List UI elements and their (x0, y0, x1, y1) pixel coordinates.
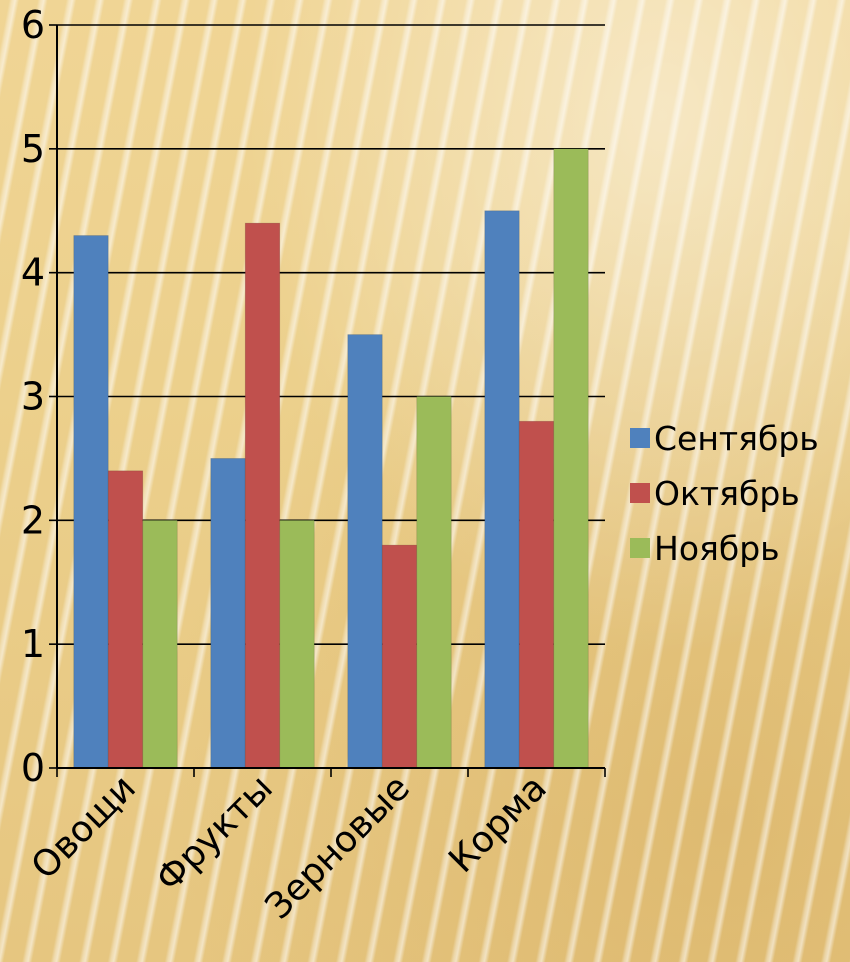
bar-Сентябрь-Фрукты (210, 458, 246, 769)
y-tick-label: 5 (21, 127, 45, 171)
bar-Ноябрь-Фрукты (279, 519, 315, 769)
y-tick-label: 6 (21, 3, 45, 47)
legend-swatch (630, 483, 650, 503)
legend-swatch (630, 538, 650, 558)
bars (73, 148, 589, 769)
legend: Сентябрь Октябрь Ноябрь (630, 419, 819, 568)
y-tick-label: 4 (21, 251, 45, 295)
y-tick-label: 3 (21, 375, 45, 419)
bar-Октябрь-Овощи (107, 470, 144, 769)
y-tick-labels: 0 1 2 3 4 5 6 (21, 3, 45, 790)
bar-Ноябрь-Овощи (142, 519, 178, 769)
bar-Сентябрь-Овощи (73, 235, 109, 769)
category-label: Зерновые (258, 767, 418, 927)
legend-swatch (630, 428, 650, 448)
y-tick-label: 0 (21, 746, 45, 790)
axes (49, 24, 606, 777)
bar-Сентябрь-Зерновые (347, 334, 383, 769)
bar-Октябрь-Корма (518, 420, 555, 769)
legend-label: Сентябрь (654, 419, 819, 458)
bar-Сентябрь-Корма (484, 210, 520, 769)
legend-label: Октябрь (654, 474, 800, 513)
bar-Ноябрь-Корма (553, 148, 589, 769)
y-tick-label: 2 (21, 498, 45, 542)
category-label: Фрукты (148, 767, 280, 899)
bar-Октябрь-Зерновые (381, 544, 418, 769)
category-label: Корма (441, 767, 555, 881)
y-tick-label: 1 (21, 622, 45, 666)
bar-Ноябрь-Зерновые (416, 396, 452, 769)
legend-label: Ноябрь (654, 529, 780, 568)
bar-Октябрь-Фрукты (244, 222, 281, 769)
